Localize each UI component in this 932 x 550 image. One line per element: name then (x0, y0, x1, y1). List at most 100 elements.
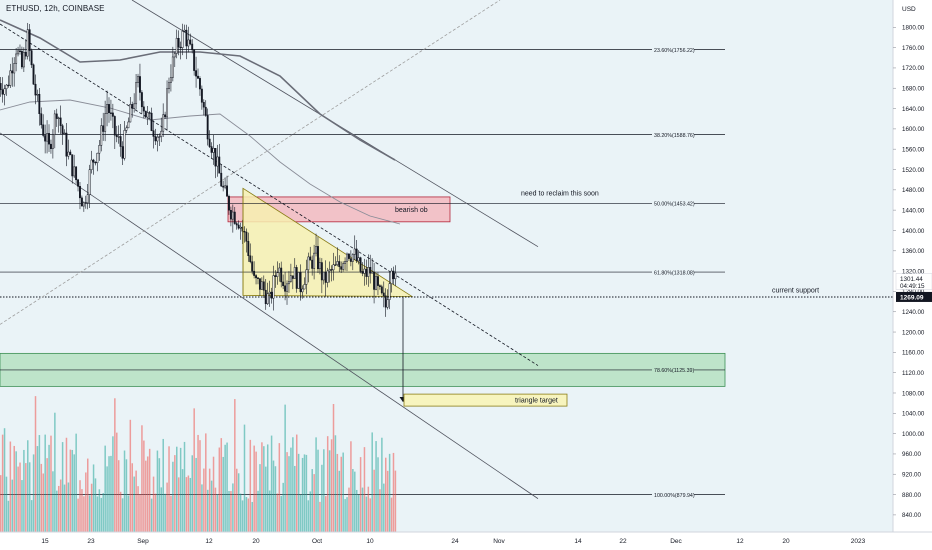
candle-body (11, 70, 14, 74)
candle-body (166, 88, 168, 118)
candle-body (102, 125, 105, 132)
volume-bar (52, 471, 54, 532)
volume-bar (237, 473, 240, 532)
candle-body (28, 29, 31, 51)
candle-body (40, 113, 43, 126)
candle-body (330, 269, 333, 271)
candle-body (158, 136, 161, 138)
candle-body (349, 258, 352, 262)
candle-body (30, 50, 33, 66)
volume-bar (249, 439, 252, 532)
volume-bar (295, 434, 298, 532)
fib-label-4: 78.60%(1125.39) (654, 368, 694, 374)
candle-body (208, 138, 211, 147)
volume-bar (106, 466, 108, 532)
x-tick-label: Oct (312, 538, 322, 545)
volume-bar (216, 494, 219, 532)
volume-bar (42, 473, 45, 532)
volume-bar (65, 437, 68, 532)
volume-bar (83, 496, 85, 532)
candle-body (181, 30, 184, 48)
volume-bar (294, 465, 296, 532)
volume-bar (1, 434, 4, 532)
candle-body (0, 83, 2, 90)
volume-bar (156, 450, 159, 532)
triangle-target-label: triangle target (515, 398, 558, 405)
y-tick-label: 960.00 (902, 451, 921, 458)
candle-body (334, 264, 337, 266)
volume-bar (340, 456, 342, 532)
volume-bar (102, 493, 104, 532)
volume-bar (261, 442, 263, 532)
candle-body (152, 130, 155, 137)
x-tick-label: 14 (574, 538, 582, 545)
volume-bar (88, 495, 91, 532)
volume-bar (309, 491, 312, 532)
volume-bar (112, 436, 114, 532)
candle-body (239, 226, 242, 229)
candle-body (270, 291, 273, 299)
candle-body (183, 29, 186, 32)
candle-body (123, 130, 126, 159)
candle-body (218, 156, 221, 174)
candle-body (382, 292, 385, 297)
candle-body (34, 83, 37, 96)
candle-body (255, 275, 258, 279)
y-tick-label: 1320.00 (902, 268, 925, 275)
volume-bar (394, 470, 397, 532)
x-tick-label: 10 (366, 538, 374, 545)
candle-body (351, 254, 354, 262)
candle-body (253, 270, 256, 276)
candle-body (90, 159, 93, 170)
volume-bar (239, 493, 242, 532)
volume-bar (148, 448, 151, 532)
candle-body (179, 46, 182, 49)
volume-bar (330, 439, 333, 532)
candle-body (309, 256, 312, 261)
candle-body (347, 253, 350, 259)
candle-body (162, 114, 165, 132)
candle-body (338, 261, 341, 267)
candle-body (48, 133, 50, 145)
candle-body (84, 202, 87, 204)
candle-body (135, 82, 138, 105)
candle-body (9, 70, 12, 86)
candle-body (357, 257, 360, 262)
volume-bar (336, 453, 339, 532)
volume-bar (274, 466, 277, 532)
volume-bar (203, 468, 205, 532)
support-price-value: 1269.09 (900, 294, 924, 301)
volume-bar (232, 483, 234, 532)
volume-bar (90, 483, 93, 532)
candle-body (278, 267, 281, 273)
candle-body (315, 246, 317, 254)
candle-body (206, 115, 209, 140)
volume-bar (137, 486, 139, 532)
volume-bar (348, 487, 350, 532)
volume-bar (332, 404, 335, 532)
volume-bar (56, 490, 58, 532)
volume-bar (139, 494, 141, 532)
volume-bar (11, 479, 14, 532)
volume-bar (334, 435, 337, 532)
volume-bar (214, 487, 217, 532)
candle-body (268, 291, 271, 294)
candle-body (57, 117, 60, 119)
volume-bar (346, 497, 348, 532)
volume-bar (383, 483, 385, 532)
volume-bar (342, 452, 344, 532)
candle-body (140, 92, 143, 108)
volume-bar (116, 432, 118, 532)
volume-bar (73, 454, 75, 532)
channel-mid-dashed (0, 23, 539, 366)
y-tick-label: 1240.00 (902, 309, 925, 316)
candle-body (113, 116, 116, 136)
candle-body (154, 136, 157, 142)
candle-body (150, 112, 153, 131)
volume-bar (263, 446, 265, 532)
candle-body (177, 37, 180, 48)
candle-body (156, 136, 159, 142)
candle-body (212, 148, 215, 153)
